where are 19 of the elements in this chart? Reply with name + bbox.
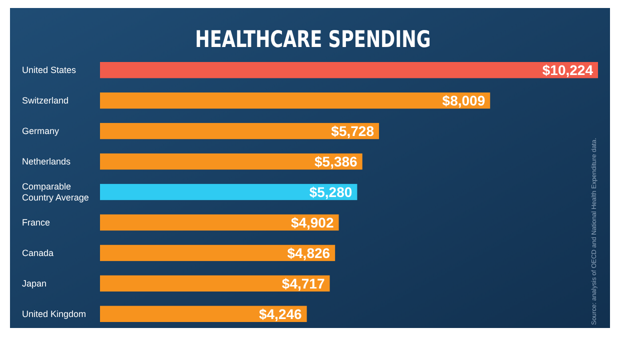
data-label: $5,386: [314, 154, 358, 170]
chart-title: HEALTHCARE SPENDING: [195, 26, 431, 54]
y-tick-label: Germany: [22, 126, 60, 136]
data-label: $5,280: [309, 184, 352, 200]
y-tick-label: United Kingdom: [22, 309, 86, 320]
data-label: $4,826: [287, 245, 330, 261]
y-tick-label: France: [22, 218, 50, 228]
data-label: $4,902: [290, 214, 334, 231]
data-label: $5,728: [331, 123, 374, 140]
y-tick-label: Japan: [22, 278, 47, 289]
data-label: $10,224: [542, 62, 594, 78]
y-tick-label: Comparable Country Average: [22, 182, 89, 203]
data-label: $4,717: [282, 275, 325, 292]
y-tick-label: Canada: [22, 248, 54, 258]
y-tick-label: Netherlands: [22, 156, 72, 167]
y-tick-label: United States: [22, 65, 77, 76]
y-tick-label: Switzerland: [22, 96, 69, 106]
data-label: $4,246: [258, 306, 302, 322]
data-label: $8,009: [442, 92, 486, 109]
